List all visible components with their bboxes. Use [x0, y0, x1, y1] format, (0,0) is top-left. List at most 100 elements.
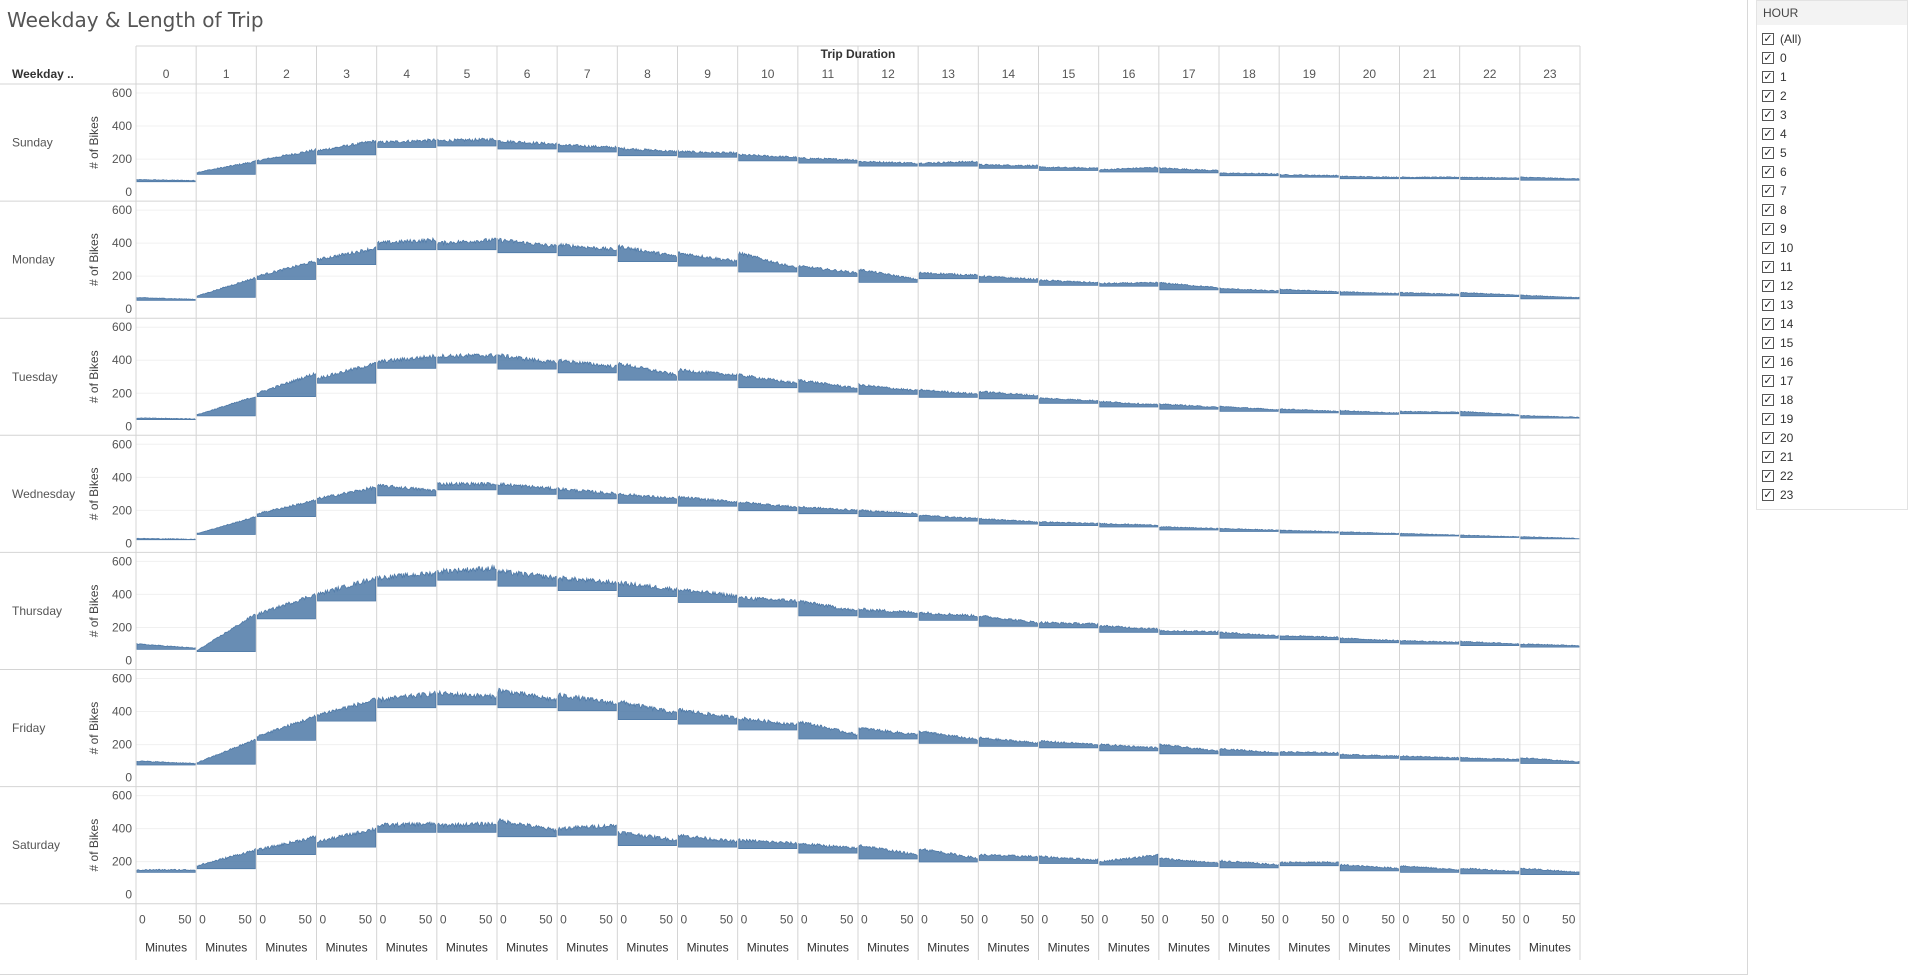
area-segment[interactable]: [497, 139, 557, 150]
area-segment[interactable]: [978, 736, 1038, 747]
area-segment[interactable]: [557, 143, 617, 153]
area-segment[interactable]: [317, 826, 377, 848]
area-segment[interactable]: [1099, 166, 1159, 173]
area-segment[interactable]: [196, 516, 256, 535]
area-segment[interactable]: [136, 868, 196, 873]
area-segment[interactable]: [858, 844, 918, 860]
area-segment[interactable]: [377, 483, 437, 497]
area-segment[interactable]: [918, 514, 978, 522]
checkbox-icon[interactable]: ✓: [1762, 355, 1774, 368]
area-segment[interactable]: [678, 149, 738, 158]
hour-filter-item-15[interactable]: ✓ 15: [1762, 333, 1907, 352]
area-segment[interactable]: [1460, 756, 1520, 762]
area-segment[interactable]: [1279, 860, 1339, 867]
area-segment[interactable]: [678, 368, 738, 381]
area-segment[interactable]: [858, 509, 918, 517]
area-segment[interactable]: [1520, 176, 1580, 181]
area-segment[interactable]: [256, 593, 316, 620]
area-segment[interactable]: [196, 276, 256, 298]
area-segment[interactable]: [1099, 624, 1159, 633]
checkbox-icon[interactable]: ✓: [1762, 374, 1774, 387]
area-segment[interactable]: [978, 517, 1038, 525]
area-segment[interactable]: [1099, 743, 1159, 752]
area-segment[interactable]: [978, 274, 1038, 283]
hour-filter-item-2[interactable]: ✓ 2: [1762, 86, 1907, 105]
area-segment[interactable]: [678, 495, 738, 507]
area-segment[interactable]: [557, 242, 617, 257]
area-segment[interactable]: [1520, 867, 1580, 875]
area-segment[interactable]: [738, 153, 798, 162]
hour-filter-item-8[interactable]: ✓ 8: [1762, 200, 1907, 219]
hour-filter-item-11[interactable]: ✓ 11: [1762, 257, 1907, 276]
hour-filter-item-19[interactable]: ✓ 19: [1762, 409, 1907, 428]
area-segment[interactable]: [377, 353, 437, 369]
area-segment[interactable]: [256, 371, 316, 397]
area-segment[interactable]: [1339, 409, 1399, 415]
checkbox-icon[interactable]: ✓: [1762, 203, 1774, 216]
area-segment[interactable]: [1520, 536, 1580, 540]
area-segment[interactable]: [1159, 743, 1219, 755]
checkbox-icon[interactable]: ✓: [1762, 260, 1774, 273]
area-segment[interactable]: [497, 481, 557, 495]
area-segment[interactable]: [978, 163, 1038, 169]
area-segment[interactable]: [317, 697, 377, 722]
area-segment[interactable]: [617, 580, 677, 597]
area-segment[interactable]: [798, 264, 858, 277]
area-segment[interactable]: [918, 271, 978, 280]
checkbox-icon[interactable]: ✓: [1762, 70, 1774, 83]
hour-filter-item-0[interactable]: ✓ 0: [1762, 48, 1907, 67]
area-segment[interactable]: [1159, 281, 1219, 291]
area-segment[interactable]: [1039, 397, 1099, 404]
area-segment[interactable]: [437, 689, 497, 706]
area-segment[interactable]: [497, 687, 557, 709]
hour-filter-item-14[interactable]: ✓ 14: [1762, 314, 1907, 333]
area-segment[interactable]: [978, 390, 1038, 400]
hour-filter-item-4[interactable]: ✓ 4: [1762, 124, 1907, 143]
area-segment[interactable]: [1339, 637, 1399, 644]
area-segment[interactable]: [617, 831, 677, 846]
area-segment[interactable]: [377, 690, 437, 709]
area-segment[interactable]: [317, 246, 377, 265]
area-segment[interactable]: [1400, 865, 1460, 873]
area-segment[interactable]: [1460, 867, 1520, 875]
area-segment[interactable]: [1279, 288, 1339, 294]
area-segment[interactable]: [1219, 631, 1279, 639]
checkbox-icon[interactable]: ✓: [1762, 241, 1774, 254]
area-segment[interactable]: [1339, 753, 1399, 759]
area-segment[interactable]: [798, 505, 858, 515]
hour-filter-item-5[interactable]: ✓ 5: [1762, 143, 1907, 162]
hour-filter-item-23[interactable]: ✓ 23: [1762, 485, 1907, 504]
area-segment[interactable]: [497, 353, 557, 370]
area-segment[interactable]: [858, 160, 918, 167]
area-segment[interactable]: [557, 692, 617, 712]
area-segment[interactable]: [798, 378, 858, 393]
area-segment[interactable]: [136, 537, 196, 541]
area-segment[interactable]: [437, 564, 497, 581]
hour-filter-item-13[interactable]: ✓ 13: [1762, 295, 1907, 314]
area-segment[interactable]: [1099, 522, 1159, 528]
area-segment[interactable]: [1219, 527, 1279, 532]
area-segment[interactable]: [1099, 281, 1159, 287]
area-segment[interactable]: [1219, 287, 1279, 294]
area-segment[interactable]: [1460, 410, 1520, 417]
area-segment[interactable]: [1159, 402, 1219, 410]
area-segment[interactable]: [377, 570, 437, 587]
area-segment[interactable]: [1219, 172, 1279, 177]
area-segment[interactable]: [1039, 855, 1099, 864]
checkbox-icon[interactable]: ✓: [1762, 450, 1774, 463]
area-segment[interactable]: [1159, 526, 1219, 531]
checkbox-icon[interactable]: ✓: [1762, 32, 1774, 45]
area-segment[interactable]: [1339, 531, 1399, 535]
area-segment[interactable]: [617, 244, 677, 262]
checkbox-icon[interactable]: ✓: [1762, 298, 1774, 311]
area-segment[interactable]: [377, 821, 437, 833]
area-segment[interactable]: [738, 501, 798, 512]
area-segment[interactable]: [678, 587, 738, 603]
area-segment[interactable]: [1279, 750, 1339, 756]
area-segment[interactable]: [1460, 534, 1520, 538]
checkbox-icon[interactable]: ✓: [1762, 469, 1774, 482]
hour-filter-item-1[interactable]: ✓ 1: [1762, 67, 1907, 86]
checkbox-icon[interactable]: ✓: [1762, 488, 1774, 501]
area-segment[interactable]: [798, 599, 858, 617]
area-segment[interactable]: [1460, 291, 1520, 297]
